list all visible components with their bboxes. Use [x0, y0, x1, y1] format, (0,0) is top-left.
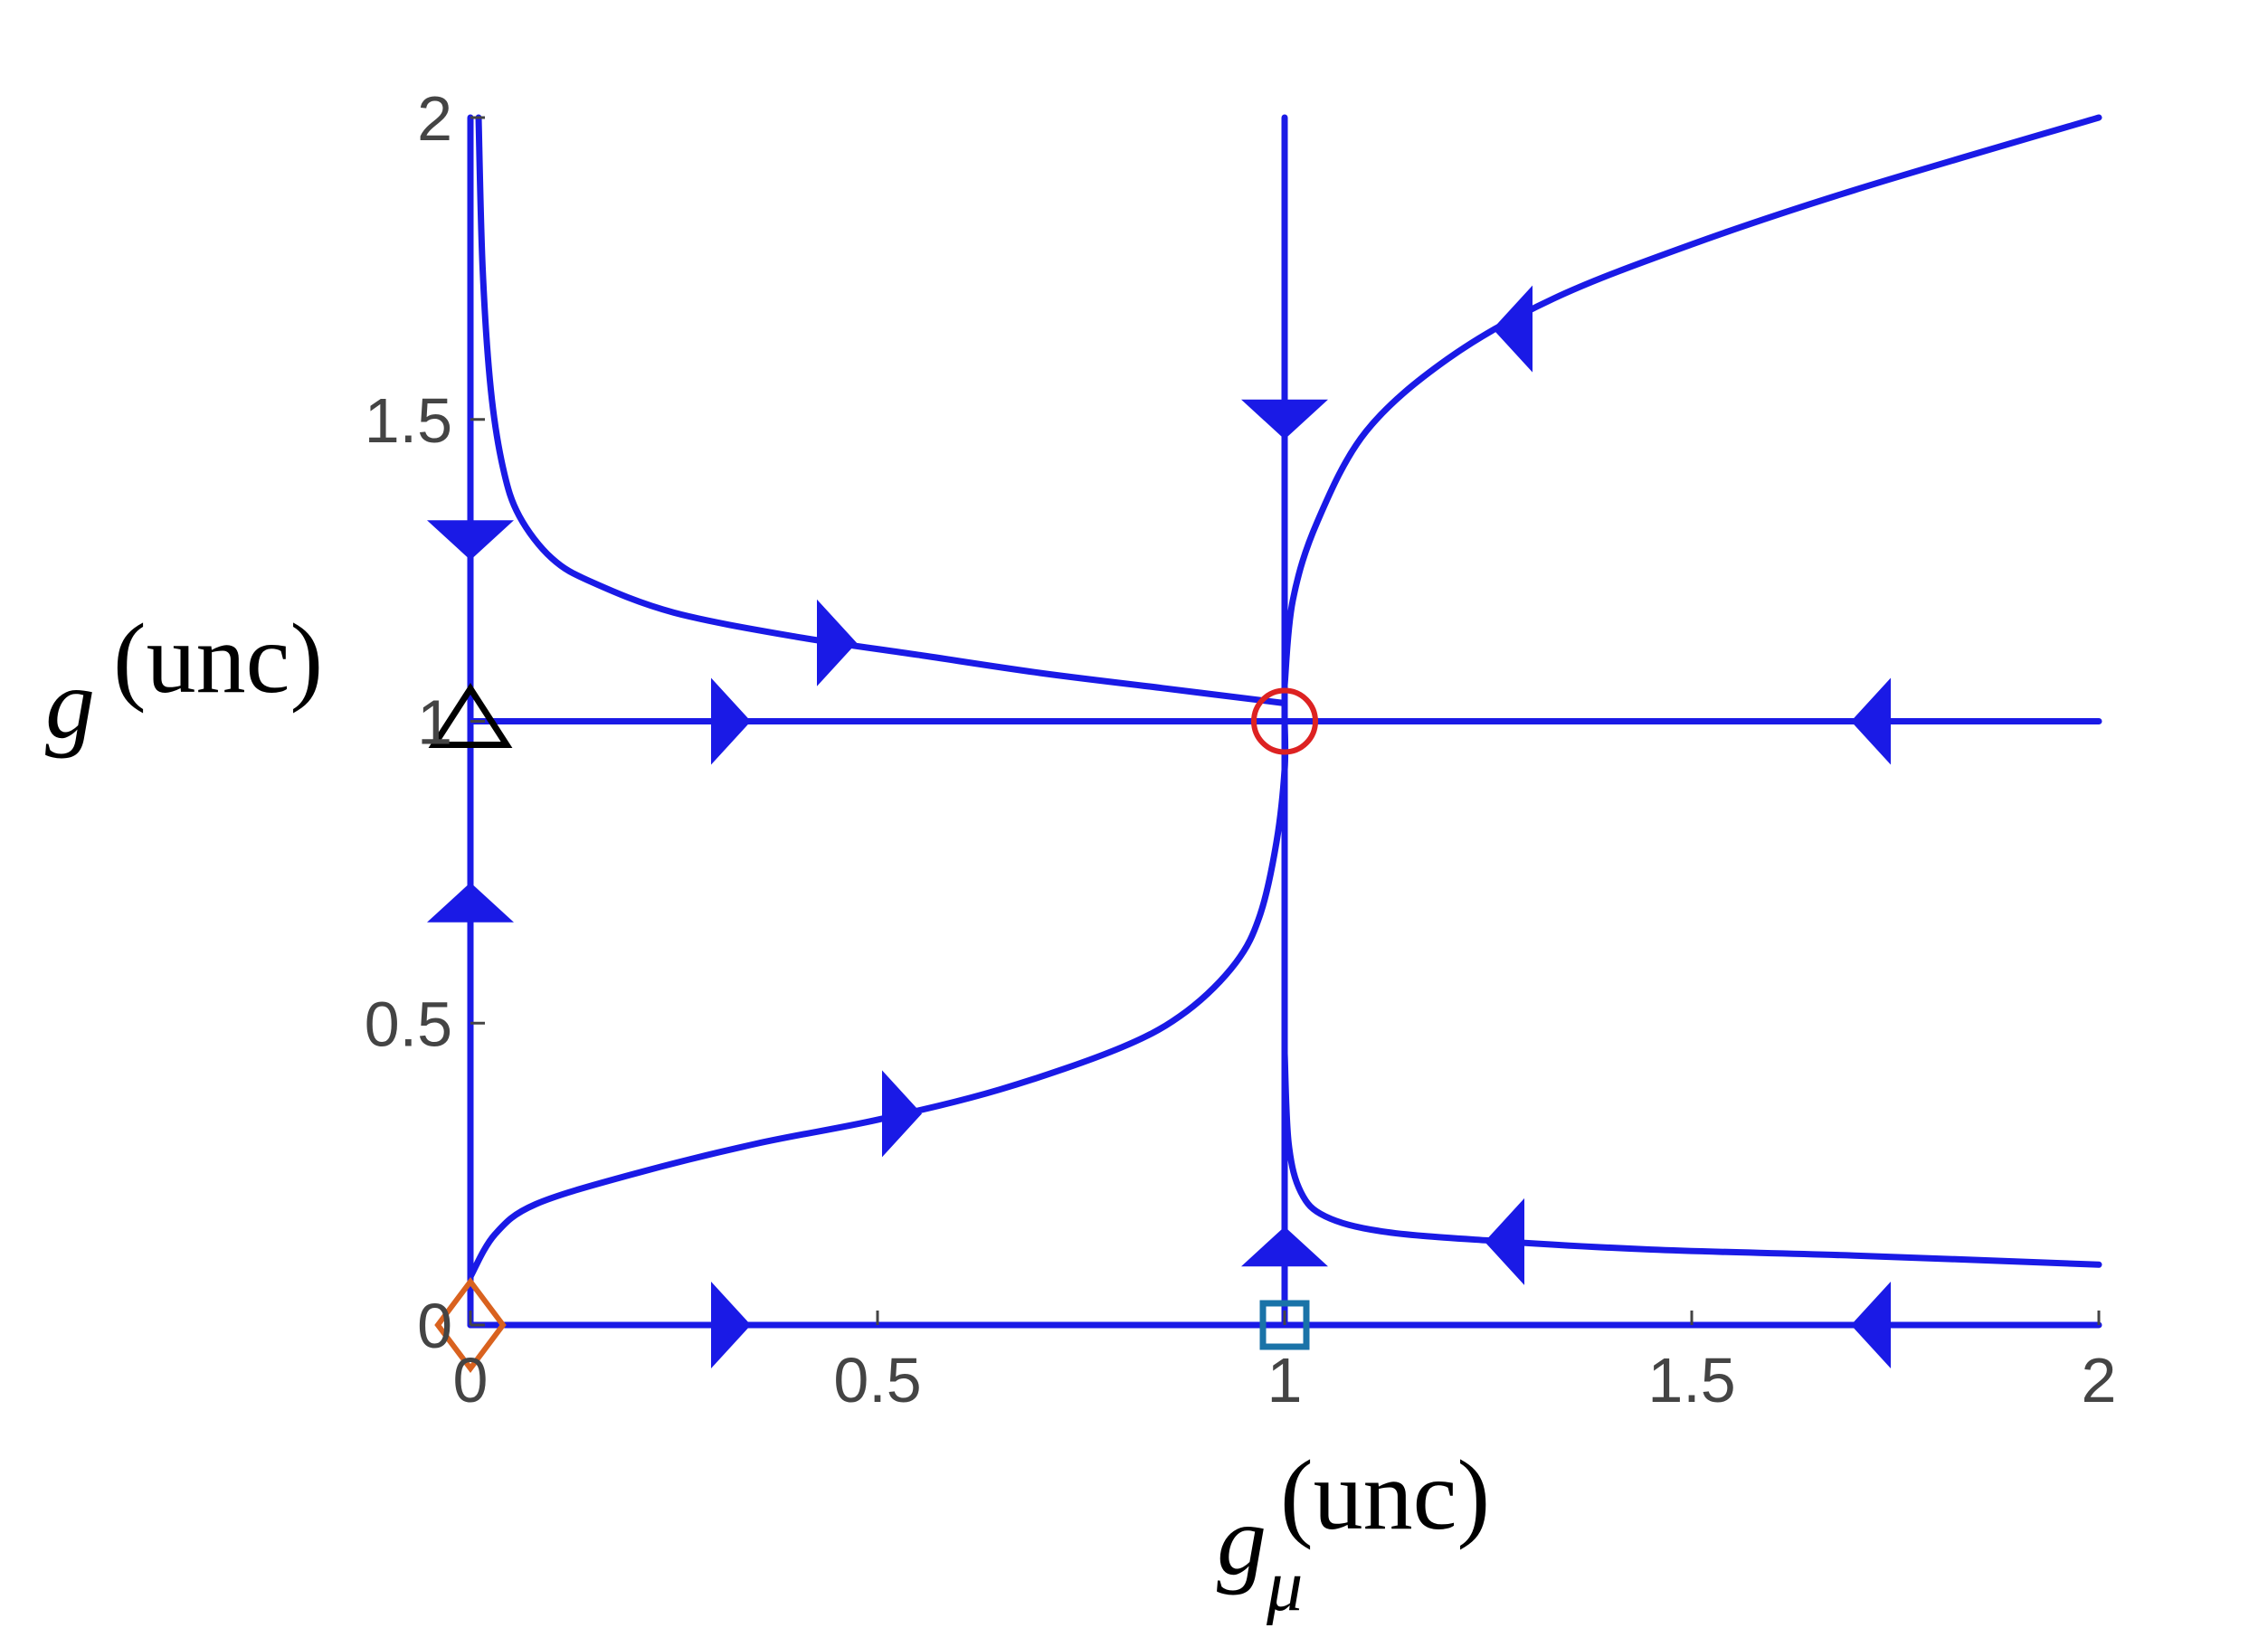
- y-tick-label: 1.5: [365, 385, 452, 456]
- flow-line: [1281, 114, 2102, 688]
- flow-line: [467, 718, 1289, 1281]
- y-axis-ticks: 0 0.5 1 1.5 2: [365, 83, 485, 1361]
- flow-arrow-up: [1241, 1226, 1328, 1267]
- x-axis-ticks: 0 0.5 1 1.5 2: [453, 1311, 2117, 1415]
- flow-line: [475, 114, 1288, 706]
- y-axis-label-base: g: [45, 648, 95, 759]
- flow-line: [1281, 1050, 2102, 1268]
- flow-arrow-left: [1485, 1197, 1524, 1285]
- flow-arrows: [427, 285, 1891, 1368]
- flow-arrow-down: [1241, 399, 1328, 440]
- y-tick-label: 0.5: [365, 989, 452, 1059]
- x-axis-label: g μ (unc): [1217, 1440, 1490, 1626]
- y-axis-label: g (unc): [45, 603, 323, 759]
- flow-arrow-up: [427, 882, 514, 923]
- x-tick-label: 1: [1267, 1345, 1303, 1415]
- x-tick-label: 0.5: [833, 1345, 921, 1415]
- x-axis-label-superscript: (unc): [1280, 1440, 1490, 1550]
- x-tick-label: 0: [453, 1345, 489, 1415]
- x-axis-label-subscript: μ: [1266, 1547, 1303, 1626]
- x-tick-label: 2: [2082, 1345, 2117, 1415]
- circle-marker: [1251, 687, 1318, 755]
- square-marker: [1259, 1300, 1310, 1350]
- flow-arrow-right: [711, 1282, 751, 1368]
- flow-arrow-right: [882, 1070, 922, 1158]
- x-tick-label: 1.5: [1647, 1345, 1735, 1415]
- fixed-point-markers: [428, 683, 1318, 1373]
- y-tick-label: 1: [417, 687, 452, 758]
- x-axis-label-base: g: [1217, 1485, 1267, 1595]
- flow-arrow-left: [1851, 677, 1891, 765]
- y-axis-label-superscript: (unc): [113, 603, 323, 714]
- triangle-marker: [428, 683, 513, 748]
- diamond-marker: [434, 1277, 507, 1373]
- flow-arrow-right: [817, 599, 857, 686]
- y-tick-label: 0: [417, 1291, 452, 1361]
- y-tick-label: 2: [417, 83, 452, 154]
- flow-arrow-right: [711, 677, 751, 765]
- flow-arrow-left: [1851, 1282, 1891, 1368]
- flow-arrow-down: [427, 520, 514, 561]
- flow-arrow-left: [1493, 285, 1533, 373]
